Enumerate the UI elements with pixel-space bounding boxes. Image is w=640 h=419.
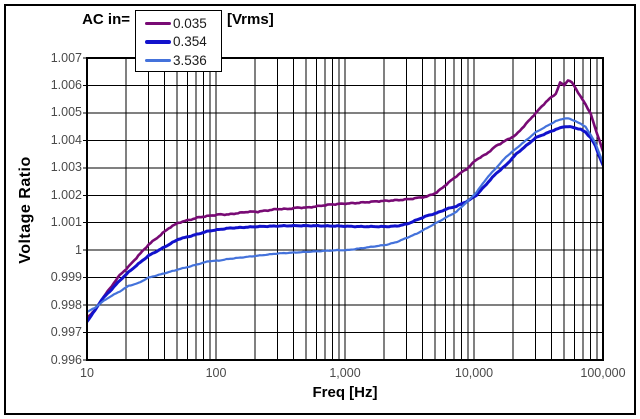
legend-line-swatch-series-2 — [145, 40, 171, 44]
y-tick-label: 0.998 — [50, 297, 82, 312]
legend: 0.035 0.354 3.536 — [135, 10, 222, 72]
legend-label-series-3: 3.536 — [173, 52, 207, 68]
y-tick-label: 0.999 — [50, 270, 82, 285]
legend-label-series-1: 0.035 — [173, 15, 207, 31]
y-tick-label: 1.001 — [50, 215, 82, 230]
x-tick-label: 10,000 — [454, 366, 494, 380]
legend-units-label: [Vrms] — [227, 11, 274, 28]
y-tick-label: 0.997 — [50, 325, 82, 340]
y-tick-label: 1.006 — [50, 77, 82, 92]
y-tick-label: 1.007 — [50, 50, 82, 65]
y-tick-label: 1.003 — [50, 160, 82, 175]
x-tick-label: 10 — [80, 366, 94, 380]
legend-item-series-1: 0.035 — [145, 14, 221, 33]
y-tick-label: 1 — [75, 242, 82, 257]
x-tick-label: 1,000 — [329, 366, 361, 380]
curve-3.536 — [87, 117, 603, 314]
y-tick-label: 1.002 — [50, 187, 82, 202]
legend-label-series-2: 0.354 — [173, 34, 207, 50]
legend-line-swatch-series-1 — [145, 21, 171, 25]
curves — [87, 79, 603, 324]
x-axis-title: Freq [Hz] — [312, 384, 378, 401]
x-tick-label: 100,000 — [580, 366, 626, 380]
curve-0.354 — [87, 125, 603, 324]
legend-prefix-label: AC in= — [82, 11, 130, 28]
y-tick-label: 1.005 — [50, 105, 82, 120]
plot-frame — [86, 57, 604, 361]
y-tick-label: 1.004 — [50, 132, 82, 147]
gridlines — [83, 57, 604, 361]
curve-0.035 — [87, 79, 603, 319]
legend-item-series-3: 3.536 — [145, 51, 221, 70]
legend-line-swatch-series-3 — [145, 58, 171, 62]
legend-item-series-2: 0.354 — [145, 33, 221, 52]
x-tick-label: 100 — [205, 366, 227, 380]
y-tick-label: 0.996 — [50, 352, 82, 367]
